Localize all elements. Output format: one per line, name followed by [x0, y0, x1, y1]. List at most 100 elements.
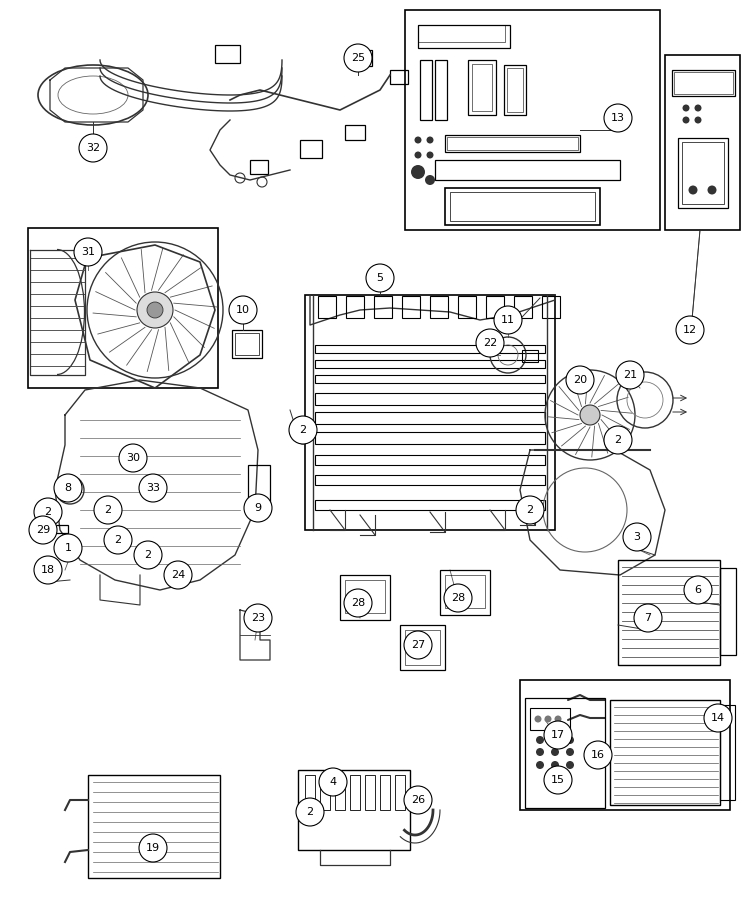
Text: 9: 9: [254, 503, 262, 513]
Circle shape: [682, 104, 689, 112]
Circle shape: [147, 302, 163, 318]
Circle shape: [366, 264, 394, 292]
Circle shape: [34, 498, 62, 526]
Bar: [390, 70, 408, 84]
Circle shape: [427, 137, 433, 143]
Circle shape: [684, 576, 712, 604]
Circle shape: [79, 134, 107, 162]
Bar: [248, 465, 270, 505]
Bar: [305, 775, 315, 810]
Circle shape: [54, 534, 82, 562]
Bar: [522, 350, 538, 362]
Bar: [315, 455, 545, 465]
Bar: [315, 375, 545, 383]
Circle shape: [566, 736, 574, 744]
Bar: [42, 525, 68, 533]
Bar: [346, 296, 364, 318]
Text: 29: 29: [36, 525, 50, 535]
Circle shape: [74, 238, 102, 266]
Text: 20: 20: [573, 375, 587, 385]
Bar: [315, 475, 545, 485]
Circle shape: [94, 496, 122, 524]
Circle shape: [551, 748, 559, 756]
Bar: [440, 570, 490, 615]
Circle shape: [516, 496, 544, 524]
Circle shape: [584, 741, 612, 769]
Bar: [315, 360, 545, 368]
Bar: [215, 45, 240, 63]
Circle shape: [545, 716, 551, 723]
Text: 18: 18: [41, 565, 55, 575]
Text: 2: 2: [526, 505, 534, 515]
Text: 13: 13: [611, 113, 625, 123]
Text: 2: 2: [144, 550, 152, 560]
Text: 4: 4: [330, 777, 336, 787]
Text: 15: 15: [551, 775, 565, 785]
Circle shape: [404, 786, 432, 814]
Text: 26: 26: [411, 795, 425, 805]
Circle shape: [694, 116, 702, 123]
Bar: [365, 775, 375, 810]
Text: 30: 30: [126, 453, 140, 463]
Circle shape: [34, 556, 62, 584]
Bar: [340, 575, 390, 620]
Bar: [507, 68, 523, 112]
Bar: [395, 775, 405, 810]
Circle shape: [604, 104, 632, 132]
Bar: [486, 296, 504, 318]
Text: 5: 5: [376, 273, 384, 283]
Text: 21: 21: [623, 370, 637, 380]
Text: 31: 31: [81, 247, 95, 257]
Bar: [315, 432, 545, 444]
Bar: [418, 25, 505, 42]
Bar: [445, 135, 580, 152]
Bar: [420, 60, 432, 120]
Bar: [315, 393, 545, 405]
Circle shape: [554, 716, 562, 723]
Circle shape: [551, 736, 559, 744]
Bar: [530, 708, 570, 730]
Bar: [88, 775, 220, 878]
Bar: [335, 775, 345, 810]
Circle shape: [676, 316, 704, 344]
Circle shape: [476, 329, 504, 357]
Circle shape: [229, 296, 257, 324]
Circle shape: [551, 761, 559, 769]
Circle shape: [427, 151, 433, 158]
Bar: [682, 142, 724, 204]
Bar: [400, 625, 445, 670]
Bar: [525, 698, 605, 808]
Bar: [678, 138, 728, 208]
Circle shape: [411, 165, 425, 179]
Circle shape: [534, 716, 542, 723]
Bar: [315, 412, 545, 424]
Bar: [514, 296, 532, 318]
Text: 12: 12: [683, 325, 697, 335]
Circle shape: [566, 366, 594, 394]
Circle shape: [344, 589, 372, 617]
Bar: [542, 296, 560, 318]
Circle shape: [536, 748, 544, 756]
Bar: [468, 60, 496, 115]
Bar: [402, 296, 420, 318]
Text: 33: 33: [146, 483, 160, 493]
Bar: [720, 705, 735, 800]
Circle shape: [319, 768, 347, 796]
Bar: [350, 775, 360, 810]
Text: 32: 32: [86, 143, 100, 153]
Bar: [618, 560, 720, 665]
Circle shape: [580, 405, 600, 425]
Bar: [28, 228, 218, 388]
Bar: [380, 775, 390, 810]
Bar: [305, 295, 555, 530]
Bar: [300, 140, 322, 158]
Bar: [520, 680, 730, 810]
Circle shape: [404, 631, 432, 659]
Circle shape: [682, 116, 689, 123]
Bar: [720, 568, 736, 655]
Circle shape: [139, 474, 167, 502]
Bar: [445, 188, 600, 225]
Circle shape: [119, 444, 147, 472]
Text: 2: 2: [307, 807, 313, 817]
Circle shape: [634, 604, 662, 632]
